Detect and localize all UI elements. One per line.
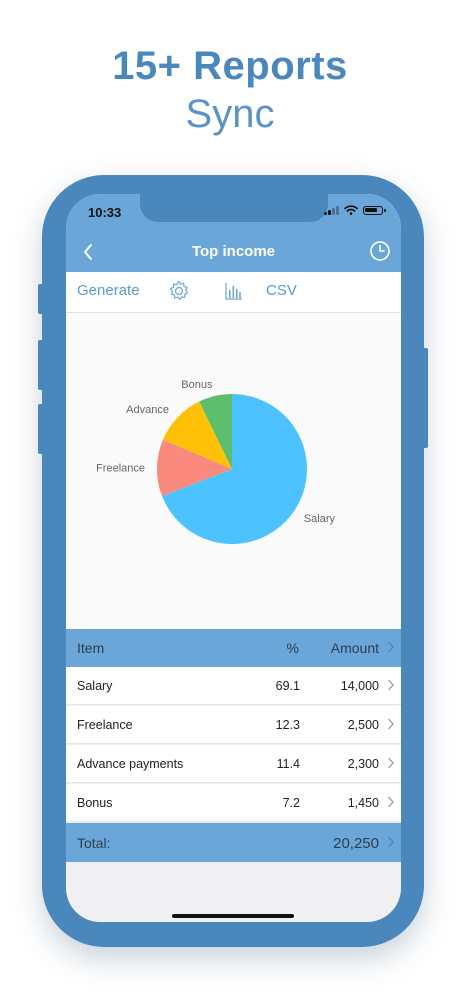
header-item[interactable]: Item <box>77 640 105 656</box>
chevron-right-icon <box>388 836 394 848</box>
table-header: Item % Amount <box>66 629 401 667</box>
row-item: Advance payments <box>77 757 184 771</box>
pie-label-freelance: Freelance <box>96 463 145 475</box>
table-row[interactable]: Salary 69.1 14,000 <box>66 667 401 705</box>
nav-bar: Top income <box>66 232 401 272</box>
gear-icon[interactable] <box>167 279 191 303</box>
phone-side-button-power <box>422 348 428 448</box>
pie-slice-freelance[interactable] <box>157 439 232 497</box>
row-amount: 1,450 <box>347 796 379 810</box>
row-item: Freelance <box>77 718 133 732</box>
bar-chart-icon[interactable] <box>224 281 244 301</box>
chevron-right-icon <box>388 679 394 691</box>
status-icons <box>324 205 386 215</box>
status-time: 10:33 <box>88 205 122 220</box>
pie-label-advance: Advance <box>126 404 169 416</box>
total-row[interactable]: Total: 20,250 <box>66 823 401 862</box>
row-amount: 14,000 <box>340 679 379 693</box>
header-amount[interactable]: Amount <box>330 640 379 656</box>
total-label: Total: <box>77 835 111 851</box>
phone-side-button-silent <box>38 284 44 314</box>
table-row[interactable]: Freelance 12.3 2,500 <box>66 706 401 744</box>
row-item: Salary <box>77 679 113 693</box>
pie-label-bonus: Bonus <box>181 379 213 391</box>
status-bar: 10:33 <box>66 194 401 232</box>
promo-subtitle: Sync <box>185 92 275 136</box>
row-amount: 2,500 <box>347 718 379 732</box>
header-percent[interactable]: % <box>286 640 299 656</box>
chevron-right-icon <box>388 757 394 769</box>
row-percent: 7.2 <box>282 796 300 810</box>
row-percent: 69.1 <box>275 679 300 693</box>
table-row[interactable]: Advance payments 11.4 2,300 <box>66 745 401 783</box>
row-item: Bonus <box>77 796 113 810</box>
row-percent: 12.3 <box>275 718 300 732</box>
battery-icon <box>363 205 386 215</box>
chevron-right-icon <box>388 718 394 730</box>
generate-button[interactable]: Generate <box>77 282 140 299</box>
row-percent: 11.4 <box>276 757 300 771</box>
pie-slice-salary[interactable] <box>162 394 307 544</box>
row-amount: 2,300 <box>347 757 379 771</box>
phone-side-button-volume-down <box>38 404 44 454</box>
phone-notch <box>140 194 328 222</box>
pie-chart: Salary Freelance Advance Bonus <box>96 379 336 544</box>
phone-screen: 10:33 Top income Generate <box>66 194 401 922</box>
pie-slice-advance[interactable] <box>162 401 232 469</box>
phone-side-button-volume-up <box>38 340 44 390</box>
page-title: Top income <box>191 243 276 260</box>
pie-label-salary: Salary <box>304 513 336 525</box>
pie-slice-bonus[interactable] <box>199 394 232 469</box>
cellular-signal-icon <box>324 205 339 215</box>
csv-export-button[interactable]: CSV <box>266 282 297 299</box>
chevron-left-icon[interactable] <box>82 242 94 262</box>
chevron-right-icon <box>388 796 394 808</box>
home-indicator <box>172 914 294 918</box>
total-amount: 20,250 <box>333 835 379 852</box>
report-toolbar: Generate CSV <box>66 272 401 313</box>
promo-title: 15+ Reports <box>112 44 348 88</box>
wifi-icon <box>344 205 358 215</box>
chevron-right-icon <box>388 641 394 653</box>
table-row[interactable]: Bonus 7.2 1,450 <box>66 784 401 822</box>
pie-chart-area: Salary Freelance Advance Bonus <box>66 313 401 629</box>
clock-icon[interactable] <box>369 240 391 262</box>
